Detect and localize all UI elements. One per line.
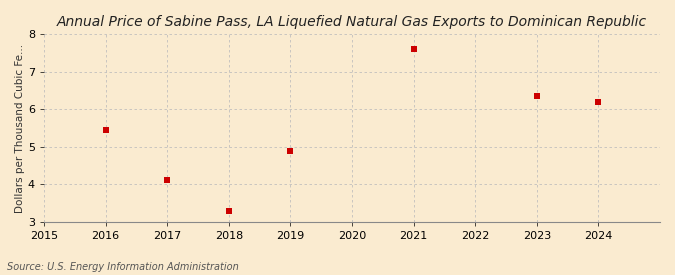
Point (593, 100, 604, 104)
Point (408, 46, 419, 51)
Y-axis label: Dollars per Thousand Cubic Fe...: Dollars per Thousand Cubic Fe... (15, 43, 25, 213)
Point (162, 178, 173, 182)
Title: Annual Price of Sabine Pass, LA Liquefied Natural Gas Exports to Dominican Repub: Annual Price of Sabine Pass, LA Liquefie… (57, 15, 647, 29)
Point (285, 149, 296, 153)
Text: Source: U.S. Energy Information Administration: Source: U.S. Energy Information Administ… (7, 262, 238, 272)
Point (531, 94, 542, 98)
Point (100, 127, 111, 132)
Point (223, 209, 234, 213)
